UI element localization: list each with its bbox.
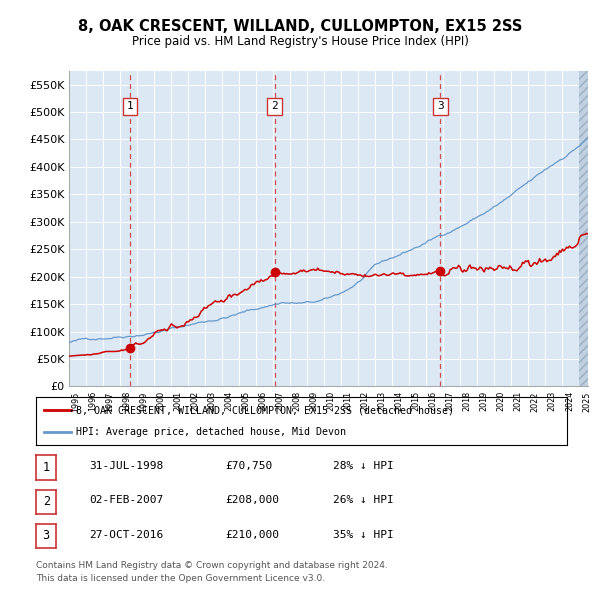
Text: 2023: 2023 xyxy=(548,391,557,411)
Text: 2: 2 xyxy=(43,495,50,508)
Text: £210,000: £210,000 xyxy=(225,530,279,540)
Text: 2: 2 xyxy=(271,101,278,112)
Text: 2012: 2012 xyxy=(361,391,370,411)
Text: 2020: 2020 xyxy=(497,391,506,411)
Text: 2001: 2001 xyxy=(173,391,182,411)
Text: 2019: 2019 xyxy=(480,391,489,411)
Text: 3: 3 xyxy=(437,101,444,112)
Text: 02-FEB-2007: 02-FEB-2007 xyxy=(89,496,163,506)
Text: 2000: 2000 xyxy=(157,391,166,411)
Text: 2010: 2010 xyxy=(326,391,335,411)
Text: 2004: 2004 xyxy=(224,391,233,411)
Text: 1997: 1997 xyxy=(106,391,115,412)
Text: 2015: 2015 xyxy=(412,391,421,411)
Text: 1: 1 xyxy=(127,101,133,112)
Text: 26% ↓ HPI: 26% ↓ HPI xyxy=(333,496,394,506)
Text: £208,000: £208,000 xyxy=(225,496,279,506)
Text: 1998: 1998 xyxy=(122,391,131,411)
Text: Contains HM Land Registry data © Crown copyright and database right 2024.: Contains HM Land Registry data © Crown c… xyxy=(36,561,388,570)
Text: 2022: 2022 xyxy=(531,391,540,412)
Text: HPI: Average price, detached house, Mid Devon: HPI: Average price, detached house, Mid … xyxy=(76,427,346,437)
Text: 1995: 1995 xyxy=(71,391,80,412)
Text: 1: 1 xyxy=(43,461,50,474)
Bar xyxy=(580,71,588,386)
Text: 31-JUL-1998: 31-JUL-1998 xyxy=(89,461,163,471)
Text: 2021: 2021 xyxy=(514,391,523,411)
Text: 2013: 2013 xyxy=(377,391,386,411)
Text: 27-OCT-2016: 27-OCT-2016 xyxy=(89,530,163,540)
Text: Price paid vs. HM Land Registry's House Price Index (HPI): Price paid vs. HM Land Registry's House … xyxy=(131,35,469,48)
Text: 2008: 2008 xyxy=(293,391,302,411)
Text: 2024: 2024 xyxy=(565,391,574,411)
Bar xyxy=(580,71,588,386)
Text: 8, OAK CRESCENT, WILLAND, CULLOMPTON, EX15 2SS (detached house): 8, OAK CRESCENT, WILLAND, CULLOMPTON, EX… xyxy=(76,405,454,415)
Text: 2025: 2025 xyxy=(582,391,591,412)
Text: 2011: 2011 xyxy=(344,391,353,411)
Text: 2006: 2006 xyxy=(259,391,268,411)
Text: This data is licensed under the Open Government Licence v3.0.: This data is licensed under the Open Gov… xyxy=(36,574,325,583)
Text: 2009: 2009 xyxy=(310,391,319,411)
Text: 8, OAK CRESCENT, WILLAND, CULLOMPTON, EX15 2SS: 8, OAK CRESCENT, WILLAND, CULLOMPTON, EX… xyxy=(78,19,522,34)
Text: 2002: 2002 xyxy=(191,391,200,411)
Text: 2018: 2018 xyxy=(463,391,472,411)
Text: £70,750: £70,750 xyxy=(225,461,272,471)
Text: 1999: 1999 xyxy=(139,391,148,412)
Text: 35% ↓ HPI: 35% ↓ HPI xyxy=(333,530,394,540)
Text: 2014: 2014 xyxy=(395,391,404,411)
Text: 1996: 1996 xyxy=(88,391,97,411)
Text: 28% ↓ HPI: 28% ↓ HPI xyxy=(333,461,394,471)
Text: 2005: 2005 xyxy=(242,391,251,411)
Text: 2003: 2003 xyxy=(208,391,217,411)
Text: 3: 3 xyxy=(43,529,50,542)
Text: 2017: 2017 xyxy=(446,391,455,411)
Text: 2007: 2007 xyxy=(275,391,284,411)
Text: 2016: 2016 xyxy=(429,391,438,411)
